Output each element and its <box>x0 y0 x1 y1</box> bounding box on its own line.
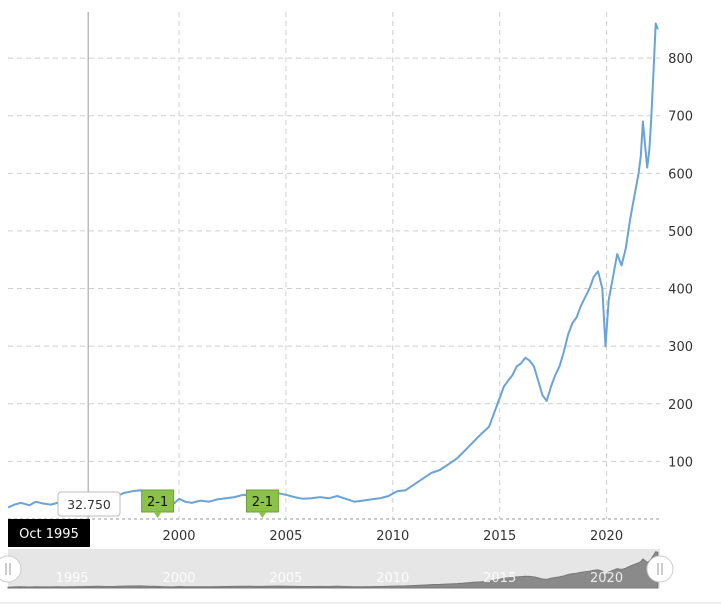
navigator-tick-label: 2005 <box>269 571 302 586</box>
crosshair-date-box <box>8 519 90 547</box>
x-tick-label: 2000 <box>162 529 195 544</box>
y-tick-label: 500 <box>668 225 693 240</box>
x-tick-label: 2015 <box>483 529 516 544</box>
value-tooltip: 32.750 <box>57 491 121 517</box>
navigator-handle-right-knob[interactable] <box>646 555 674 583</box>
y-tick-label: 400 <box>668 283 693 298</box>
x-tick-label: 2020 <box>590 529 623 544</box>
split-flag-pointer <box>153 512 162 518</box>
y-tick-label: 800 <box>668 52 693 67</box>
navigator-handle-right[interactable] <box>646 555 674 583</box>
tooltip-value: 32.750 <box>67 497 111 512</box>
x-tick-label: 2005 <box>269 529 302 544</box>
split-flag-pointer <box>258 512 267 518</box>
navigator-tick-label: 2010 <box>376 571 409 586</box>
navigator-tick-label: 2020 <box>590 571 623 586</box>
y-tick-label: 700 <box>668 110 693 125</box>
y-tick-label: 100 <box>668 455 693 470</box>
split-flag[interactable]: 2-1 <box>141 489 175 518</box>
split-flag-label: 2-1 <box>147 495 168 510</box>
navigator-tick-label: 1995 <box>56 571 89 586</box>
navigator-handle-left[interactable] <box>0 555 22 583</box>
tooltip-box <box>57 491 121 517</box>
navigator-tick-label: 2015 <box>483 571 516 586</box>
navigator-tick-label: 2000 <box>162 571 195 586</box>
split-flag[interactable]: 2-1 <box>245 489 279 518</box>
crosshair-date-text: Oct 1995 <box>19 527 79 542</box>
y-tick-label: 600 <box>668 167 693 182</box>
crosshair-date-label: Oct 1995 <box>8 519 90 547</box>
y-tick-label: 300 <box>668 340 693 355</box>
split-flag-label: 2-1 <box>252 495 273 510</box>
navigator-series-area <box>7 551 659 589</box>
price-series-line[interactable] <box>8 22 659 509</box>
y-tick-label: 200 <box>668 398 693 413</box>
x-tick-label: 2010 <box>376 529 409 544</box>
